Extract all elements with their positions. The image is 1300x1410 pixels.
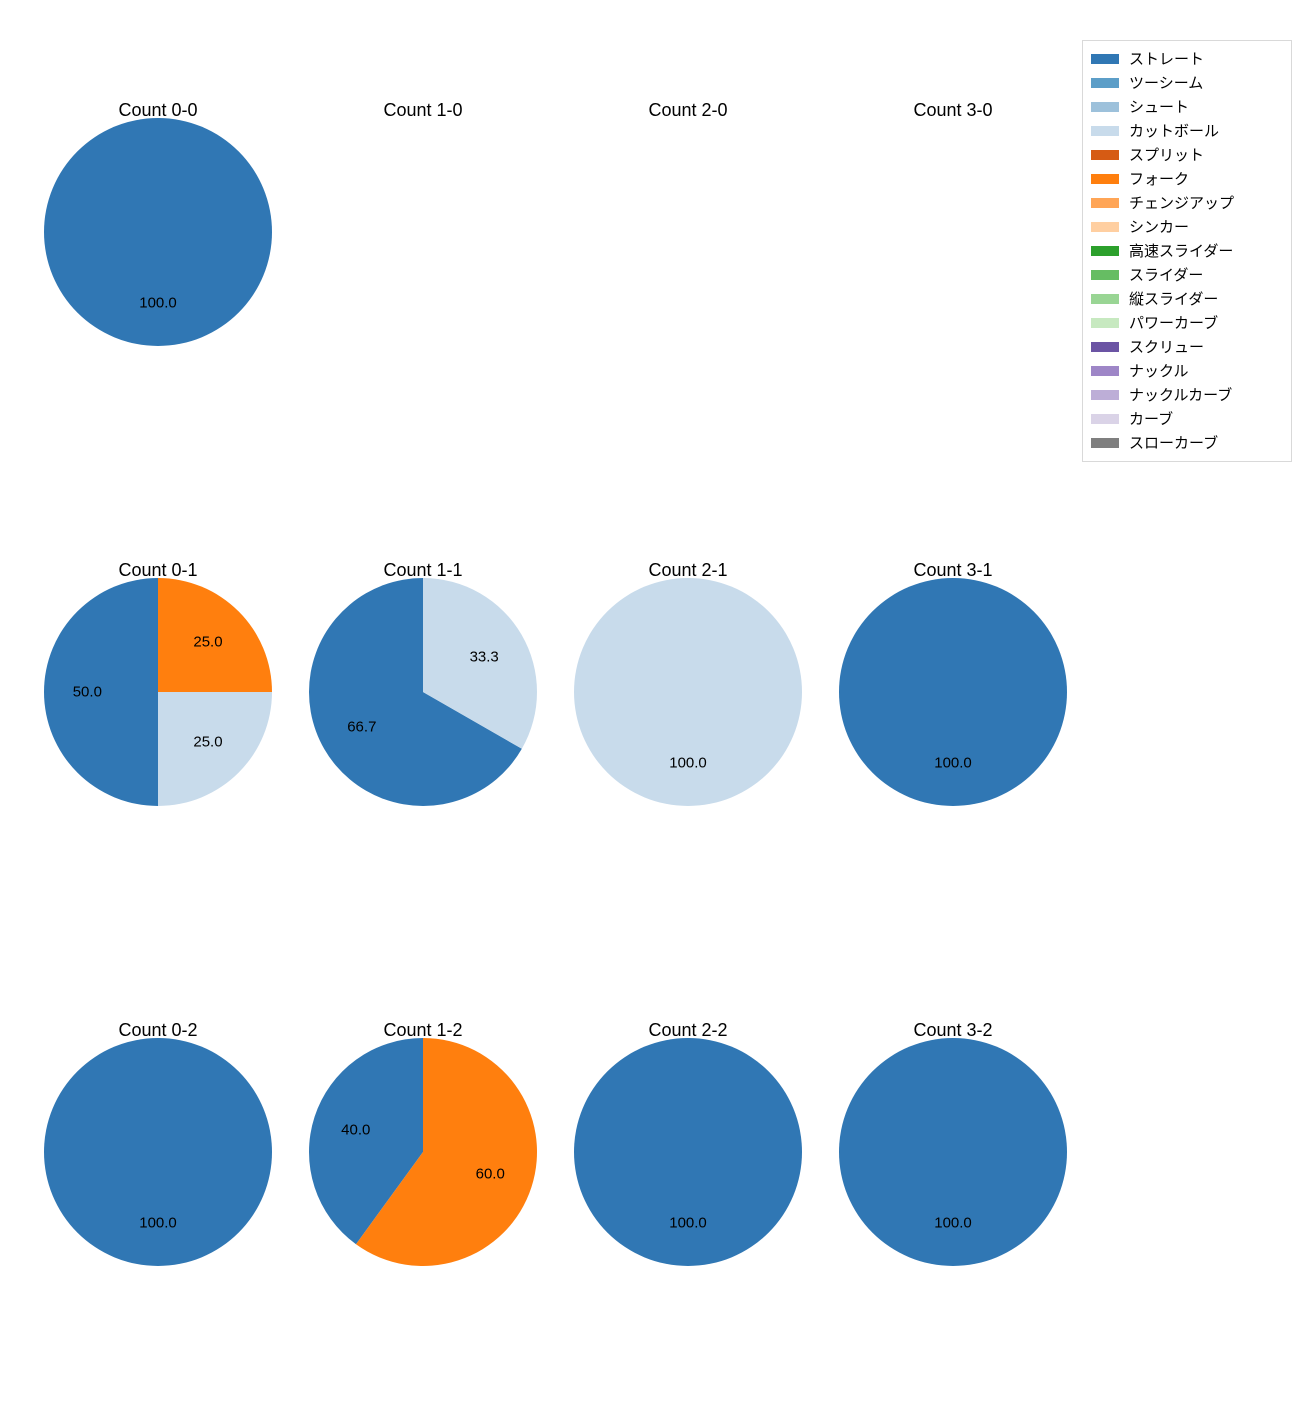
panel-count: Count 2-0 bbox=[558, 100, 818, 490]
legend-item: パワーカーブ bbox=[1091, 311, 1283, 335]
legend-item: シンカー bbox=[1091, 215, 1283, 239]
legend-item: チェンジアップ bbox=[1091, 191, 1283, 215]
slice-label: 25.0 bbox=[193, 634, 222, 651]
legend-item: シュート bbox=[1091, 95, 1283, 119]
legend-swatch bbox=[1091, 150, 1119, 160]
panel-count: Count 1-0 bbox=[293, 100, 553, 490]
pie-chart bbox=[293, 1020, 553, 1410]
legend-swatch bbox=[1091, 174, 1119, 184]
pie-slice bbox=[44, 1038, 272, 1266]
legend-item: カットボール bbox=[1091, 119, 1283, 143]
slice-label: 60.0 bbox=[476, 1165, 505, 1182]
legend-swatch bbox=[1091, 54, 1119, 64]
panel-count: Count 1-166.733.3 bbox=[293, 560, 553, 950]
legend-item: 縦スライダー bbox=[1091, 287, 1283, 311]
legend-label: ナックル bbox=[1129, 364, 1189, 379]
panel-count: Count 0-2100.0 bbox=[28, 1020, 288, 1410]
slice-label: 100.0 bbox=[934, 1214, 972, 1231]
pie-slice bbox=[839, 1038, 1067, 1266]
slice-label: 100.0 bbox=[934, 754, 972, 771]
slice-label: 33.3 bbox=[470, 648, 499, 665]
legend-swatch bbox=[1091, 246, 1119, 256]
legend-label: ナックルカーブ bbox=[1129, 388, 1232, 403]
legend-label: スプリット bbox=[1129, 148, 1204, 163]
legend-label: シンカー bbox=[1129, 220, 1189, 235]
legend-item: スローカーブ bbox=[1091, 431, 1283, 455]
panel-count: Count 2-1100.0 bbox=[558, 560, 818, 950]
legend-label: スライダー bbox=[1129, 268, 1203, 283]
legend-label: パワーカーブ bbox=[1129, 316, 1218, 331]
panel-count: Count 3-0 bbox=[823, 100, 1083, 490]
legend-label: カットボール bbox=[1129, 124, 1219, 139]
pie-chart bbox=[28, 560, 288, 950]
legend-swatch bbox=[1091, 366, 1119, 376]
slice-label: 100.0 bbox=[669, 1214, 707, 1231]
pie-chart bbox=[293, 560, 553, 950]
legend-item: ナックルカーブ bbox=[1091, 383, 1283, 407]
panel-title: Count 2-0 bbox=[558, 100, 818, 121]
legend-item: ツーシーム bbox=[1091, 71, 1283, 95]
legend-label: スクリュー bbox=[1129, 340, 1204, 355]
slice-label: 100.0 bbox=[669, 754, 707, 771]
panel-count: Count 3-2100.0 bbox=[823, 1020, 1083, 1410]
legend-label: ツーシーム bbox=[1129, 76, 1203, 91]
slice-label: 66.7 bbox=[347, 719, 376, 736]
legend-item: スライダー bbox=[1091, 263, 1283, 287]
pie-slice bbox=[574, 578, 802, 806]
panel-count: Count 2-2100.0 bbox=[558, 1020, 818, 1410]
legend-swatch bbox=[1091, 198, 1119, 208]
legend-item: ナックル bbox=[1091, 359, 1283, 383]
legend-label: 縦スライダー bbox=[1129, 292, 1218, 307]
legend: ストレートツーシームシュートカットボールスプリットフォークチェンジアップシンカー… bbox=[1082, 40, 1292, 462]
legend-label: スローカーブ bbox=[1129, 436, 1218, 451]
legend-label: カーブ bbox=[1129, 412, 1173, 427]
legend-swatch bbox=[1091, 438, 1119, 448]
legend-item: スクリュー bbox=[1091, 335, 1283, 359]
chart-stage: Count 0-0100.0Count 1-0Count 2-0Count 3-… bbox=[0, 0, 1300, 1300]
pie-slice bbox=[44, 118, 272, 346]
slice-label: 40.0 bbox=[341, 1122, 370, 1139]
legend-swatch bbox=[1091, 342, 1119, 352]
panel-count: Count 0-150.025.025.0 bbox=[28, 560, 288, 950]
slice-label: 50.0 bbox=[73, 684, 102, 701]
panel-count: Count 0-0100.0 bbox=[28, 100, 288, 490]
legend-swatch bbox=[1091, 294, 1119, 304]
legend-swatch bbox=[1091, 222, 1119, 232]
legend-label: チェンジアップ bbox=[1129, 196, 1234, 211]
panel-count: Count 3-1100.0 bbox=[823, 560, 1083, 950]
pie-slice bbox=[839, 578, 1067, 806]
legend-swatch bbox=[1091, 102, 1119, 112]
slice-label: 25.0 bbox=[193, 733, 222, 750]
slice-label: 100.0 bbox=[139, 294, 177, 311]
legend-label: ストレート bbox=[1129, 52, 1204, 67]
legend-swatch bbox=[1091, 390, 1119, 400]
slice-label: 100.0 bbox=[139, 1214, 177, 1231]
legend-swatch bbox=[1091, 414, 1119, 424]
legend-swatch bbox=[1091, 270, 1119, 280]
panel-count: Count 1-240.060.0 bbox=[293, 1020, 553, 1410]
panel-title: Count 1-0 bbox=[293, 100, 553, 121]
legend-item: カーブ bbox=[1091, 407, 1283, 431]
legend-item: ストレート bbox=[1091, 47, 1283, 71]
legend-swatch bbox=[1091, 126, 1119, 136]
pie-slice bbox=[574, 1038, 802, 1266]
legend-label: フォーク bbox=[1129, 172, 1189, 187]
legend-swatch bbox=[1091, 78, 1119, 88]
legend-item: スプリット bbox=[1091, 143, 1283, 167]
legend-item: フォーク bbox=[1091, 167, 1283, 191]
legend-item: 高速スライダー bbox=[1091, 239, 1283, 263]
panel-title: Count 3-0 bbox=[823, 100, 1083, 121]
legend-label: シュート bbox=[1129, 100, 1189, 115]
legend-label: 高速スライダー bbox=[1129, 244, 1233, 259]
legend-swatch bbox=[1091, 318, 1119, 328]
